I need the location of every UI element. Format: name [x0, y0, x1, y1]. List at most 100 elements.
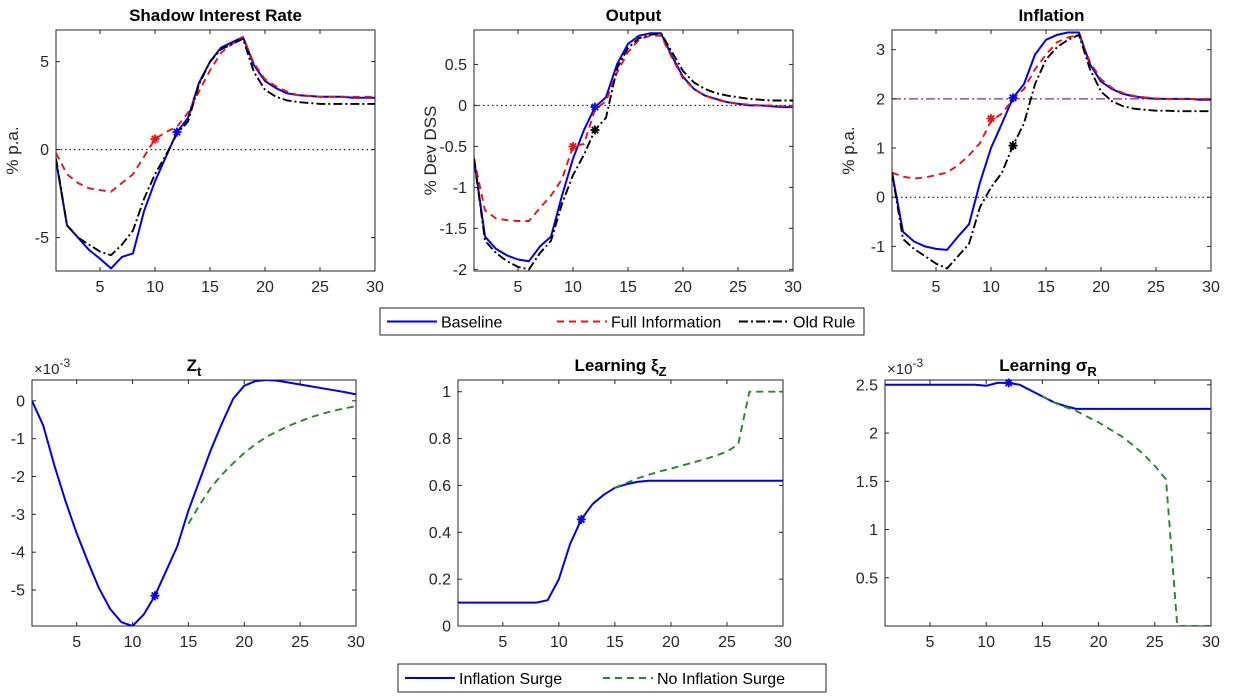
series-line — [474, 32, 793, 263]
legend-label: Old Rule — [793, 315, 855, 332]
axes-box — [473, 29, 794, 272]
y-axis-label: % p.a. — [839, 126, 858, 174]
asterisk-marker — [576, 514, 586, 524]
y-tick-label: 5 — [40, 54, 49, 71]
y-tick-label: -5 — [35, 230, 49, 247]
y-tick-label: 0.2 — [429, 572, 451, 589]
y-tick-label: 0 — [876, 190, 885, 207]
axes-box — [891, 29, 1212, 272]
series-line — [56, 37, 375, 257]
legend-2: Inflation Surge No Inflation Surge — [397, 663, 827, 693]
x-tick-label: 10 — [977, 634, 995, 651]
panel-title: Zt — [187, 356, 202, 379]
x-tick-label: 30 — [774, 634, 792, 651]
axis-exponent: ×10-3 — [34, 356, 70, 378]
x-tick-label: 20 — [674, 279, 692, 296]
asterisk-marker — [150, 134, 160, 144]
x-tick-label: 5 — [926, 634, 935, 651]
panel-4: 5 10 15 20 25 30 -5 -4 -3 -2 -1 0 ×10-3 Zt — [11, 356, 365, 651]
x-tick-label: 15 — [1033, 634, 1051, 651]
x-tick-label: 25 — [1146, 634, 1164, 651]
y-tick-label: 0.4 — [429, 525, 451, 542]
asterisk-marker — [1008, 93, 1018, 103]
x-tick-label: 10 — [982, 279, 1000, 296]
y-tick-label: -1 — [453, 180, 467, 197]
series-line — [32, 380, 356, 626]
y-tick-label: 2 — [876, 91, 885, 108]
y-tick-label: 0.8 — [429, 431, 451, 448]
y-axis-label: % Dev DSS — [421, 106, 440, 196]
legend-label: Baseline — [441, 315, 502, 332]
x-tick-label: 10 — [124, 634, 142, 651]
y-tick-label: -1 — [871, 239, 885, 256]
panel-6: 5 10 15 20 25 30 0.5 1 1.5 2 2.5 ×10-3 Learning σR — [856, 356, 1220, 651]
y-tick-label: -5 — [11, 583, 25, 600]
legend-label: No Inflation Surge — [657, 671, 785, 688]
y-tick-label: 0.5 — [445, 57, 467, 74]
asterisk-marker — [1008, 141, 1018, 151]
x-tick-label: 30 — [784, 279, 802, 296]
series-line — [474, 34, 793, 222]
y-tick-label: -2 — [453, 262, 467, 279]
x-tick-label: 25 — [291, 634, 309, 651]
legend-label: Full Information — [611, 315, 721, 332]
axis-exponent: ×10-3 — [887, 356, 923, 378]
x-tick-label: 25 — [1147, 279, 1165, 296]
y-tick-label: -4 — [11, 545, 25, 562]
y-tick-label: 1.5 — [856, 474, 878, 491]
axes-box — [884, 379, 1212, 627]
y-tick-label: 1 — [876, 141, 885, 158]
asterisk-marker — [568, 141, 578, 151]
x-tick-label: 25 — [718, 634, 736, 651]
panel-5: 5 10 15 20 25 30 0 0.2 0.4 0.6 0.8 1 Learning ξZ — [429, 356, 792, 651]
legend-box — [379, 307, 865, 336]
y-tick-label: -1.5 — [439, 221, 467, 238]
y-tick-label: 1 — [869, 522, 878, 539]
x-tick-label: 20 — [256, 279, 274, 296]
y-tick-label: -1 — [11, 431, 25, 448]
panel-2: 5 10 15 20 25 30 -2 -1.5 -1 -0.5 0 0.5 Output % Dev D… — [421, 6, 802, 296]
series-line — [892, 33, 1211, 270]
legend-box — [397, 663, 827, 693]
axes-box — [31, 379, 357, 627]
series-line — [892, 33, 1211, 180]
legend-1: Baseline Full Information Old Rule — [379, 307, 865, 336]
x-tick-label: 15 — [1037, 279, 1055, 296]
panel-title: Learning σR — [999, 356, 1097, 379]
axes-box — [55, 29, 376, 272]
legend-label: Inflation Surge — [459, 671, 562, 688]
y-tick-label: 2.5 — [856, 377, 878, 394]
panel-title: Learning ξZ — [574, 356, 666, 379]
y-tick-label: 2 — [869, 426, 878, 443]
series-line — [1041, 395, 1211, 626]
asterisk-marker — [150, 591, 160, 601]
x-tick-label: 10 — [146, 279, 164, 296]
series-line — [474, 32, 793, 271]
y-tick-label: 0.6 — [429, 478, 451, 495]
axes-box — [457, 379, 784, 627]
x-tick-label: 15 — [619, 279, 637, 296]
y-tick-label: 1 — [442, 384, 451, 401]
x-tick-label: 25 — [311, 279, 329, 296]
y-tick-label: 0 — [40, 142, 49, 159]
asterisk-marker — [1004, 378, 1014, 388]
series-line — [614, 390, 783, 489]
panel-3: 5 10 15 20 25 30 -1 0 1 2 3 Inflation % p.a. — [839, 6, 1220, 296]
x-tick-label: 5 — [498, 634, 507, 651]
x-tick-label: 5 — [96, 279, 105, 296]
series-line — [187, 405, 356, 525]
y-tick-label: 0 — [16, 393, 25, 410]
y-tick-label: 0.5 — [856, 570, 878, 587]
x-tick-label: 30 — [366, 279, 384, 296]
x-tick-label: 5 — [72, 634, 81, 651]
x-tick-label: 10 — [550, 634, 568, 651]
panel-title: Inflation — [1018, 6, 1084, 25]
y-tick-label: -2 — [11, 469, 25, 486]
y-tick-label: 0 — [458, 98, 467, 115]
panel-title: Output — [606, 6, 662, 25]
x-tick-label: 20 — [662, 634, 680, 651]
x-tick-label: 15 — [201, 279, 219, 296]
x-tick-label: 10 — [564, 279, 582, 296]
panel-title: Shadow Interest Rate — [129, 6, 302, 25]
